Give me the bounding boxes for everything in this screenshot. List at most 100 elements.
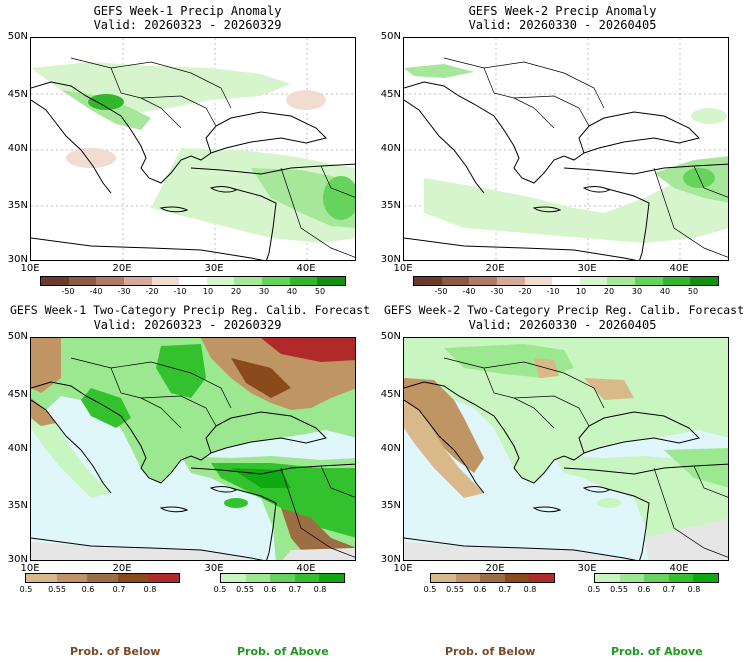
colorbar-label: 0.7 [662,585,676,594]
colorbar-label: 0.55 [48,585,66,594]
colorbar-label: 0.55 [446,585,464,594]
colorbar-label: 0.6 [263,585,277,594]
lat-label-40n: 40N [380,143,401,154]
lat-label-45n: 45N [7,389,28,400]
colorbar-label: 30 [258,287,270,296]
country-borders [443,357,728,558]
colorbar-label: 0.7 [498,585,512,594]
precip-anomaly-shading [31,62,355,243]
country-borders [443,57,728,258]
colorbar-label: 30 [631,287,643,296]
country-borders [70,357,355,558]
prob-below-colorbar [25,573,180,583]
colorbar-label: -30 [490,287,504,296]
colorbar-label: 0.8 [687,585,701,594]
lat-label-30n: 30N [380,254,401,265]
lat-label-35n: 35N [7,200,28,211]
lon-label-30e: 30E [577,563,597,574]
valid-dates: Valid: 20260330 - 20260405 [468,318,657,332]
panel-title: GEFS Week-2 Two-Category Precip Reg. Cal… [383,303,745,317]
lat-label-35n: 35N [380,200,401,211]
coastlines [404,81,728,260]
lon-label-10e: 10E [20,263,40,274]
anomaly-colorbar [40,276,346,286]
prob-above-colorbar [594,573,719,583]
map-week1-anomaly [30,37,356,261]
lat-label-30n: 30N [380,554,401,565]
lat-label-35n: 35N [380,500,401,511]
map-week2-probability [403,337,729,561]
colorbar-label: 50 [314,287,326,296]
colorbar-label: -40 [462,287,476,296]
valid-dates: Valid: 20260323 - 20260329 [93,18,282,32]
map-week2-anomaly [403,37,729,261]
coastlines [31,81,355,260]
prob-above-colorbar [220,573,345,583]
map-week1-probability [30,337,356,561]
colorbar-label: 40 [659,287,671,296]
colorbar-label: 0.5 [213,585,227,594]
lon-label-10e: 10E [393,563,413,574]
lat-label-50n: 50N [380,331,401,342]
colorbar-label: 50 [687,287,699,296]
colorbar-label: 0.8 [313,585,327,594]
lon-label-30e: 30E [204,263,224,274]
colorbar-label: -50 [61,287,75,296]
colorbar-label: 0.55 [610,585,628,594]
colorbar-label: -10 [173,287,187,296]
colorbar-label: 20 [230,287,242,296]
lon-label-20e: 20E [112,563,132,574]
lat-label-40n: 40N [7,143,28,154]
lon-label-40e: 40E [296,563,316,574]
colorbar-label: 10 [575,287,587,296]
coastlines [404,381,728,560]
valid-dates: Valid: 20260323 - 20260329 [93,318,282,332]
colorbar-label: -40 [89,287,103,296]
prob-below-label: Prob. of Below [445,645,536,658]
colorbar-label: 0.5 [587,585,601,594]
lat-label-50n: 50N [7,331,28,342]
colorbar-label: 0.5 [19,585,33,594]
lon-label-40e: 40E [669,263,689,274]
colorbar-label: 0.8 [143,585,157,594]
colorbar-label: 0.6 [637,585,651,594]
land-probability-shading [404,338,728,560]
lat-label-45n: 45N [7,89,28,100]
colorbar-label: 40 [286,287,298,296]
lon-label-40e: 40E [669,563,689,574]
colorbar-label: 0.7 [112,585,126,594]
colorbar-label: -20 [145,287,159,296]
prob-below-colorbar [430,573,555,583]
lon-label-40e: 40E [296,263,316,274]
valid-dates: Valid: 20260330 - 20260405 [468,18,657,32]
panel-title: GEFS Week-2 Precip Anomaly [468,4,657,18]
panel-title: GEFS Week-1 Precip Anomaly [93,4,282,18]
colorbar-label: 0.6 [473,585,487,594]
lat-label-45n: 45N [380,89,401,100]
lat-label-45n: 45N [380,389,401,400]
colorbar-label: 20 [603,287,615,296]
lon-label-20e: 20E [485,263,505,274]
lat-label-50n: 50N [380,31,401,42]
land-probability-shading [31,338,355,560]
colorbar-label: 0.5 [423,585,437,594]
colorbar-label: 0.55 [236,585,254,594]
lat-label-50n: 50N [7,31,28,42]
country-borders [70,57,355,258]
lat-label-40n: 40N [7,443,28,454]
lon-label-30e: 30E [577,263,597,274]
colorbar-label: 0.6 [81,585,95,594]
colorbar-label: 0.8 [523,585,537,594]
prob-above-label: Prob. of Above [611,645,703,658]
lon-label-10e: 10E [393,263,413,274]
lat-label-40n: 40N [380,443,401,454]
colorbar-label: 0.7 [288,585,302,594]
lat-label-30n: 30N [7,554,28,565]
colorbar-label: -30 [117,287,131,296]
panel-title: GEFS Week-1 Two-Category Precip Reg. Cal… [9,303,371,317]
prob-above-label: Prob. of Above [237,645,329,658]
prob-below-label: Prob. of Below [70,645,161,658]
lat-label-35n: 35N [7,500,28,511]
anomaly-colorbar [413,276,719,286]
lon-label-30e: 30E [204,563,224,574]
